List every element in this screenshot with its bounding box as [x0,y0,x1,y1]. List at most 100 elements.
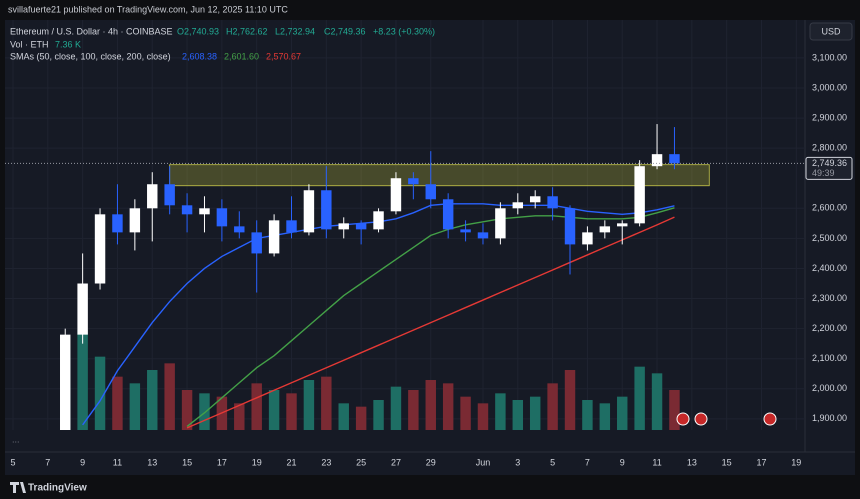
y-tick-label: 2,000.00 [812,383,847,393]
sma-title: SMAs (50, close, 100, close, 200, close) [10,51,171,61]
x-tick-label: 3 [515,457,520,467]
volume-bar [373,400,384,430]
volume-bar [495,393,506,430]
volume-bar [564,370,576,430]
x-tick-label: 7 [45,457,50,467]
x-tick-label: 19 [791,457,801,467]
volume-bar [338,403,349,430]
volume-bar [477,403,489,430]
publisher: svillafuerte21 published on TradingView.… [8,4,288,14]
sma-value: 2,601.60 [224,51,259,61]
candle-body [582,232,593,245]
volume-bar [199,393,210,430]
volume-bar [442,383,454,430]
candle-body [512,202,524,209]
candle-body [129,208,141,233]
brand-logo [10,482,26,493]
x-tick-label: Jun [476,457,491,467]
y-tick-label: 2,200.00 [812,323,847,333]
volume-bar [94,356,106,430]
x-tick-label: 21 [287,457,297,467]
candle-body [617,223,628,227]
x-tick-label: 17 [756,457,766,467]
brand: TradingView [28,483,87,494]
volume-bar [164,363,175,430]
volume-bar [355,406,367,430]
candle-body [321,190,332,230]
candle-body [425,184,436,200]
volume-value: 7.36 K [55,39,81,49]
volume-bar [268,390,280,430]
y-tick-label: 2,100.00 [812,353,847,363]
symbol-title: Ethereum / U.S. Dollar · 4h · COINBASE [10,26,173,36]
y-tick-label: 3,000.00 [812,82,847,92]
y-tick-label: 1,900.00 [812,413,847,423]
volume-bar [147,370,158,430]
x-tick-label: 13 [147,457,157,467]
event-icons [676,412,777,426]
candle-body [669,154,680,164]
currency[interactable]: USD [821,26,841,36]
sma-value: 2,570.67 [266,51,301,61]
x-tick-label: 27 [391,457,401,467]
x-tick-label: 5 [10,457,15,467]
countdown: 49:39 [812,168,835,178]
x-tick-label: 5 [550,457,555,467]
volume-bar [181,390,193,430]
volume-bar [529,396,541,430]
candle-body [216,208,228,227]
collapse[interactable]: ... [12,434,20,444]
currency-box[interactable] [809,22,853,41]
y-tick-label: 2,600.00 [812,203,847,213]
sma-value: 2,608.38 [182,51,217,61]
candle-body [390,178,402,212]
volume-bar [129,383,141,430]
footer [5,475,855,499]
candle-body [60,334,71,430]
ohlc-value: C2,749.36 [324,26,366,36]
y-tick-label: 2,500.00 [812,233,847,243]
volume-bar [321,376,332,430]
candle-body [199,208,210,215]
x-tick-label: 15 [182,457,192,467]
volume-bar [547,383,558,430]
candle-body [529,196,541,203]
volume-bar [617,396,628,430]
y-tick-label: 2,400.00 [812,263,847,273]
volume-bar [303,380,315,430]
volume-bar [425,380,436,430]
volume-bar [390,386,402,430]
candle-body [94,214,106,284]
candle-body [547,196,558,209]
candle-body [112,214,123,233]
candle-body [286,220,297,233]
candle-body [495,208,506,239]
x-tick-label: 13 [687,457,697,467]
volume-bar [286,393,297,430]
x-tick-label: 9 [620,457,625,467]
change: +8.23 (+0.30%) [373,26,435,36]
candle-body [408,178,419,185]
x-tick-label: 11 [652,457,661,467]
volume-bar [512,400,524,430]
x-tick-label: 19 [252,457,262,467]
y-tick-label: 2,800.00 [812,143,847,153]
candle-body [477,232,489,239]
volume-bar [651,373,663,430]
volume-bar [634,366,645,430]
candle-body [268,220,280,254]
candle-body [564,208,576,245]
ohlc-value: L2,732.94 [275,26,315,36]
volume-bar [234,403,245,430]
volume-bar [408,390,419,430]
last-price-box [805,156,853,180]
candle-body [599,226,611,233]
x-tick-label: 15 [722,457,732,467]
volume-bar [112,376,123,430]
ohlc-value: H2,762.62 [226,26,268,36]
volume-bar [251,383,262,430]
candle-body [373,211,384,230]
candle-body [634,166,645,224]
candle-body [355,223,367,230]
